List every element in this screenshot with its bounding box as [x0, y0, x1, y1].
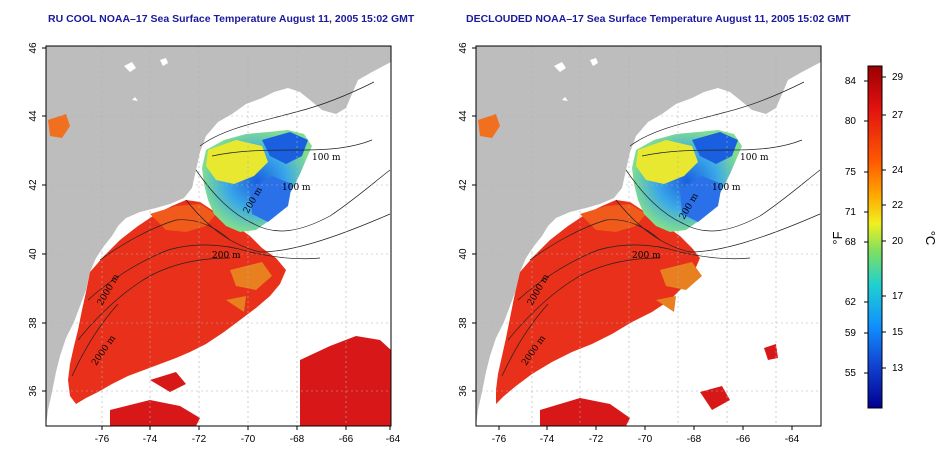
celsius-tick-label: 13: [892, 363, 904, 374]
right-grid: [476, 46, 821, 426]
right-cold-core: [692, 132, 738, 164]
left-map-panel: RU COOL NOAA–17 Sea Surface Temperature …: [28, 13, 415, 445]
fahrenheit-tick-label: 59: [845, 328, 857, 339]
right-patchy-orange: [656, 262, 702, 312]
left-coastal-patch: [48, 114, 70, 138]
fahrenheit-tick-label: 68: [845, 237, 857, 248]
y-tick-label: 44: [458, 110, 469, 122]
fahrenheit-unit-label: °F: [830, 231, 845, 244]
x-tick-label: -76: [492, 434, 507, 445]
y-tick-label: 40: [458, 248, 469, 260]
x-tick-label: -66: [736, 434, 751, 445]
y-tick-label: 42: [28, 179, 39, 191]
left-bathymetry-contours: [71, 81, 391, 377]
left-map-title: RU COOL NOAA–17 Sea Surface Temperature …: [48, 13, 415, 25]
y-tick-label: 46: [458, 42, 469, 54]
y-tick-label: 38: [458, 317, 469, 329]
x-tick-label: -64: [386, 434, 401, 445]
celsius-tick-label: 17: [892, 291, 904, 302]
right-contour-label: 100 m: [712, 183, 741, 193]
x-tick-label: -68: [687, 434, 702, 445]
x-tick-label: -70: [638, 434, 653, 445]
x-tick-label: -66: [339, 434, 354, 445]
y-tick-label: 40: [28, 248, 39, 260]
x-tick-label: -72: [589, 434, 604, 445]
left-contour-label: 100 m: [282, 183, 311, 193]
right-map-area: [476, 46, 821, 426]
right-warm-water-orange: [580, 204, 646, 232]
left-warm-water-orange: [150, 204, 216, 232]
x-tick-label: -64: [785, 434, 800, 445]
left-grid: [46, 46, 391, 426]
y-tick-label: 46: [28, 42, 39, 54]
celsius-tick-label: 22: [892, 200, 904, 211]
left-y-axis: 36 38 40 42 44 46: [28, 42, 46, 397]
celsius-tick-label: 15: [892, 327, 904, 338]
left-cold-core-2: [250, 176, 292, 222]
celsius-tick-label: 24: [892, 165, 904, 176]
fahrenheit-tick-label: 55: [845, 368, 857, 379]
right-x-axis: -76 -74 -72 -70 -68 -66 -64: [492, 426, 800, 445]
right-land-mass: [476, 46, 821, 426]
left-contour-label: 200 m: [212, 251, 241, 261]
y-tick-label: 38: [28, 317, 39, 329]
y-tick-label: 36: [28, 385, 39, 397]
fahrenheit-tick-label: 62: [845, 297, 857, 308]
left-x-axis: -76 -74 -72 -70 -68 -66 -64: [95, 426, 401, 445]
left-map-area: [46, 46, 391, 426]
left-scattered-warm-water: [110, 336, 391, 426]
fahrenheit-tick-label: 80: [845, 116, 857, 127]
x-tick-label: -74: [143, 434, 158, 445]
right-cold-core-2: [680, 176, 722, 222]
x-tick-label: -76: [95, 434, 110, 445]
left-patchy-orange: [226, 262, 272, 312]
right-lakes: [554, 58, 598, 101]
right-bathymetry-contours: [501, 81, 821, 377]
right-map-panel: DECLOUDED NOAA–17 Sea Surface Temperatur…: [458, 13, 851, 445]
right-contour-label: 100 m: [740, 153, 769, 163]
y-tick-label: 44: [28, 110, 39, 122]
celsius-tick-label: 20: [892, 236, 904, 247]
fahrenheit-tick-label: 75: [845, 167, 857, 178]
right-y-axis: 36 38 40 42 44 46: [458, 42, 476, 397]
celsius-tick-label: 29: [892, 72, 904, 83]
y-tick-label: 42: [458, 179, 469, 191]
right-map-frame: [475, 45, 822, 427]
x-tick-label: -72: [192, 434, 207, 445]
x-tick-label: -74: [540, 434, 555, 445]
left-map-frame: [45, 45, 392, 427]
fahrenheit-tick-label: 84: [845, 76, 857, 87]
colorbar: 84 80 75 71 68 62 59 55 29 27 24 22 20 1…: [830, 65, 938, 409]
celsius-tick-label: 27: [892, 110, 904, 121]
right-contour-label: 200 m: [632, 251, 661, 261]
y-tick-label: 36: [458, 385, 469, 397]
colorbar-gradient: [867, 65, 883, 409]
right-coastal-patch: [478, 114, 500, 138]
fahrenheit-tick-label: 71: [845, 207, 857, 218]
x-tick-label: -68: [290, 434, 305, 445]
left-land-mass: [46, 46, 391, 426]
left-warm-water: [68, 200, 286, 404]
right-scattered-warm-water: [540, 344, 778, 426]
x-tick-label: -70: [241, 434, 256, 445]
right-map-title: DECLOUDED NOAA–17 Sea Surface Temperatur…: [466, 13, 851, 25]
left-lakes: [124, 58, 168, 101]
left-cold-core: [262, 132, 308, 164]
celsius-unit-label: °C: [923, 231, 938, 246]
left-contour-label: 100 m: [312, 153, 341, 163]
right-warm-water: [496, 200, 700, 404]
